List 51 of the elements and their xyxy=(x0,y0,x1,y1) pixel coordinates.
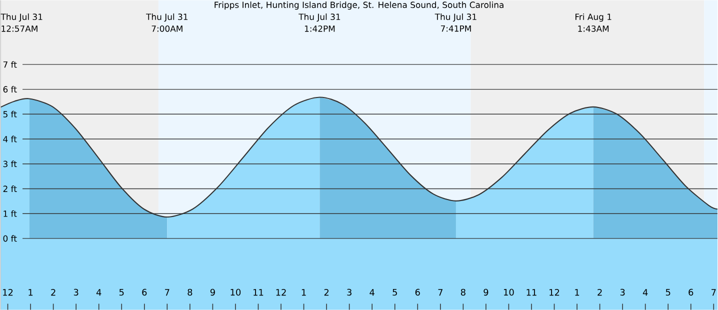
x-tick-label: 1 xyxy=(575,289,580,296)
x-tick-label: 9 xyxy=(210,288,215,296)
annotation: 12:57AM xyxy=(2,25,38,32)
x-tick-label: 10 xyxy=(230,288,241,296)
annotation: 7:41PM xyxy=(440,25,471,32)
x-tick-label: 5 xyxy=(666,288,670,296)
x-tick-label: 10 xyxy=(504,288,514,296)
x-tick-label: 2 xyxy=(51,288,56,296)
x-tick-label: 8 xyxy=(188,288,192,296)
x-tick-label: 8 xyxy=(460,288,466,296)
x-tick-label: 1 xyxy=(302,289,306,296)
x-tick-label: 4 xyxy=(370,289,374,296)
x-tick-label: 2 xyxy=(598,288,602,296)
y-tick-label: 5 ft xyxy=(3,110,17,118)
y-tick-label: 1 ft xyxy=(4,210,17,217)
annotation: 1:42PM xyxy=(304,25,335,32)
annotation: 1:43AM xyxy=(578,25,609,32)
x-tick-label: 3 xyxy=(74,288,78,296)
chart-title: Fripps Inlet, Hunting Island Bridge, St. Helena Sound, South Carolina xyxy=(214,1,504,10)
x-tick-label: 2 xyxy=(324,288,329,296)
annotation: Thu Jul 31 xyxy=(298,13,340,22)
x-tick-label: 3 xyxy=(620,288,625,296)
x-tick-label: 4 xyxy=(96,289,102,296)
x-tick-label: 6 xyxy=(142,288,147,296)
y-tick-label: 7 ft xyxy=(3,61,17,68)
x-tick-label: 4 xyxy=(642,289,648,296)
x-tick-label: 12 xyxy=(276,288,286,296)
annotation: Thu Jul 31 xyxy=(0,13,42,22)
x-tick-label: 1 xyxy=(28,289,33,296)
y-tick-label: 4 ft xyxy=(3,136,17,142)
x-tick-label: 11 xyxy=(526,289,536,296)
x-tick-label: 7 xyxy=(438,289,442,296)
annotation: Fri Aug 1 xyxy=(576,13,612,22)
y-tick-label: 2 ft xyxy=(3,185,17,192)
x-tick-label: 6 xyxy=(688,288,694,296)
x-tick-label: 12 xyxy=(3,288,13,296)
x-tick-label: 7 xyxy=(712,289,716,296)
x-tick-label: 12 xyxy=(550,288,560,296)
y-tick-label: 3 ft xyxy=(3,160,17,168)
y-tick-label: 6 ft xyxy=(3,86,17,92)
annotation: Thu Jul 31 xyxy=(434,13,476,22)
x-tick-label: 6 xyxy=(415,288,420,296)
annotation: 7:00AM xyxy=(152,25,182,32)
x-tick-label: 7 xyxy=(165,289,170,296)
x-tick-label: 11 xyxy=(254,289,264,296)
x-tick-label: 5 xyxy=(119,288,124,296)
annotation: Thu Jul 31 xyxy=(146,13,188,22)
x-tick-label: 9 xyxy=(484,288,488,296)
x-tick-label: 5 xyxy=(392,288,397,296)
y-tick-label: 0 ft xyxy=(3,235,17,242)
x-tick-label: 3 xyxy=(347,288,352,296)
